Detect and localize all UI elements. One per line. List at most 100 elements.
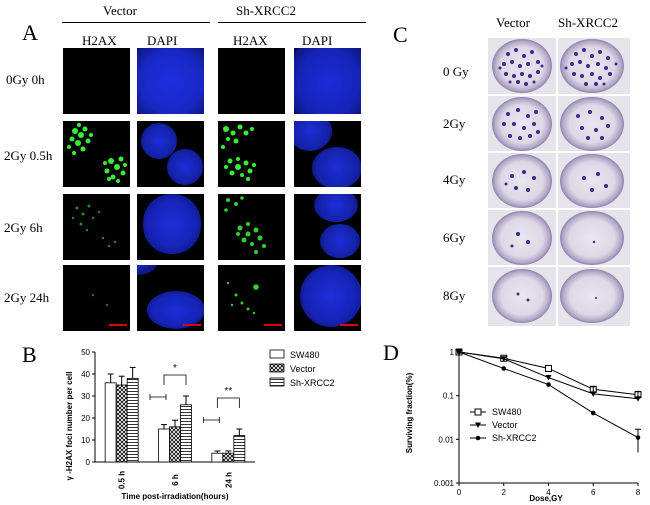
micrograph-dapi-vector-05h xyxy=(137,121,204,187)
micrograph-dapi-sh-0gy xyxy=(294,48,361,114)
micrograph-dapi-vector-24h xyxy=(137,265,204,331)
panel-c-row-0gy: 0 Gy xyxy=(443,64,469,79)
micrograph-h2ax-sh-05h xyxy=(218,121,285,187)
chart-b-category-label: 6 h xyxy=(171,474,180,486)
col-header-dapi-sh: DAPI xyxy=(302,33,333,48)
chart-d-point xyxy=(546,382,551,387)
row-label-0gy-0h: 0Gy 0h xyxy=(6,72,45,87)
micrograph-dapi-sh-6h xyxy=(294,194,361,260)
col-header-h2ax-vector: H2AX xyxy=(82,33,117,48)
chart-d-xlabel: Dose,GY xyxy=(529,494,563,503)
chart-d-xtick-label: 6 xyxy=(591,488,596,497)
chart-b-bar xyxy=(126,378,139,463)
group-divider-vector xyxy=(62,22,210,23)
micrograph-dapi-sh-05h xyxy=(294,121,361,187)
chart-b-bar xyxy=(180,404,192,463)
foci-pattern xyxy=(91,293,109,307)
chart-d-xtick-label: 0 xyxy=(457,488,462,497)
chart-b-legend: SW480 Vector Sh-XRCC2 xyxy=(269,349,335,388)
panel-c-col-sh: Sh-XRCC2 xyxy=(558,15,618,30)
chart-b-ytick-label: 0 xyxy=(86,458,91,467)
panel-a-group-sh: Sh-XRCC2 xyxy=(236,3,296,18)
chart-d-point xyxy=(545,364,552,372)
chart-b-bar xyxy=(222,452,235,463)
chart-d-legend-label: Sh-XRCC2 xyxy=(492,433,537,443)
chart-d-point xyxy=(475,435,481,441)
chart-d-point xyxy=(590,410,596,416)
chart-d-legend-label: SW480 xyxy=(492,407,522,417)
chart-b-ytick-label: 50 xyxy=(81,348,90,357)
chart-b-legend-swatch xyxy=(269,377,285,387)
chart-b-legend-label: Sh-XRCC2 xyxy=(290,378,335,388)
chart-b-bar xyxy=(104,382,117,463)
chart-b-ytick-label: 40 xyxy=(81,370,90,379)
micrograph-h2ax-sh-0gy xyxy=(218,48,285,114)
micrograph-h2ax-sh-6h xyxy=(218,194,285,260)
col-header-h2ax-sh: H2AX xyxy=(233,33,268,48)
chart-d-point xyxy=(635,396,641,402)
chart-d-ytick-label: 0.1 xyxy=(443,392,455,401)
chart-b-bar xyxy=(115,384,128,463)
chart-b-xlabel: Time post-irradiation(hours) xyxy=(122,492,229,501)
foci-pattern xyxy=(71,204,117,248)
foci-pattern xyxy=(221,124,256,181)
panel-c-row-4gy: 4Gy xyxy=(443,172,466,187)
chart-b-category-label: 0.5 h xyxy=(118,471,127,489)
chart-b-ytick-label: 20 xyxy=(81,414,90,423)
chart-b-legend-swatch xyxy=(269,363,285,373)
chart-b-ytick-label: 10 xyxy=(81,436,90,445)
scale-bar xyxy=(340,324,358,326)
chart-d-ytick-label: 0.001 xyxy=(434,479,455,488)
scale-bar xyxy=(109,324,127,326)
scale-bar xyxy=(264,324,282,326)
micrograph-h2ax-vector-24h xyxy=(63,265,130,331)
scale-bar xyxy=(183,324,201,326)
micrograph-h2ax-vector-6h xyxy=(63,194,130,260)
chart-b-ylabel: γ -H2AX foci number per cell xyxy=(65,372,74,481)
panel-a-group-vector: Vector xyxy=(103,3,137,18)
chart-d-series-line xyxy=(458,351,639,396)
foci-pattern xyxy=(224,196,266,254)
col-header-dapi-vector: DAPI xyxy=(147,33,178,48)
chart-d-point xyxy=(474,408,482,416)
chart-b-comparison-bar xyxy=(202,417,220,423)
foci-pattern xyxy=(226,281,259,315)
chart-d-point xyxy=(475,422,481,428)
panel-d-letter: D xyxy=(383,340,399,365)
chart-d-xtick-label: 8 xyxy=(636,488,641,497)
foci-pattern xyxy=(67,123,127,183)
chart-b-ytick-label: 30 xyxy=(81,392,90,401)
row-label-2gy-24h: 2Gy 24h xyxy=(4,290,50,305)
chart-b-legend-label: SW480 xyxy=(290,350,320,360)
chart-b-significance-label: * xyxy=(173,363,177,374)
chart-b-significance-bracket xyxy=(163,374,187,385)
panel-b-letter: B xyxy=(22,342,37,367)
panel-c-row-6gy: 6Gy xyxy=(443,230,466,245)
colony-plates-grid xyxy=(488,38,630,326)
chart-b-legend-label: Vector xyxy=(290,364,316,374)
chart-d-point xyxy=(456,349,462,355)
chart-b-bar xyxy=(233,435,246,463)
group-divider-sh xyxy=(218,22,366,23)
chart-d-xtick-label: 2 xyxy=(502,488,507,497)
panel-a-letter: A xyxy=(22,20,38,45)
chart-b-category-label: 24 h xyxy=(224,472,233,488)
chart-d-point xyxy=(545,375,552,381)
panel-c-row-2gy: 2Gy xyxy=(443,116,466,131)
chart-d-ytick-label: 1 xyxy=(450,348,455,357)
chart-b-legend-swatch xyxy=(269,349,285,359)
chart-b-bar xyxy=(211,452,224,463)
chart-b-bar xyxy=(158,428,170,463)
chart-d-xtick-label: 4 xyxy=(546,488,551,497)
chart-b-comparison-bar xyxy=(149,394,167,400)
chart-d-point xyxy=(500,356,507,362)
panel-c-col-vector: Vector xyxy=(496,15,530,30)
micrograph-dapi-sh-24h xyxy=(294,265,361,331)
panel-c-row-8gy: 8Gy xyxy=(443,288,466,303)
chart-b-significance-label: ** xyxy=(224,386,232,397)
micrograph-dapi-vector-0gy xyxy=(137,48,204,114)
colony-plates xyxy=(488,38,630,326)
row-label-2gy-05h: 2Gy 0.5h xyxy=(4,148,53,163)
micrograph-h2ax-sh-24h xyxy=(218,265,285,331)
